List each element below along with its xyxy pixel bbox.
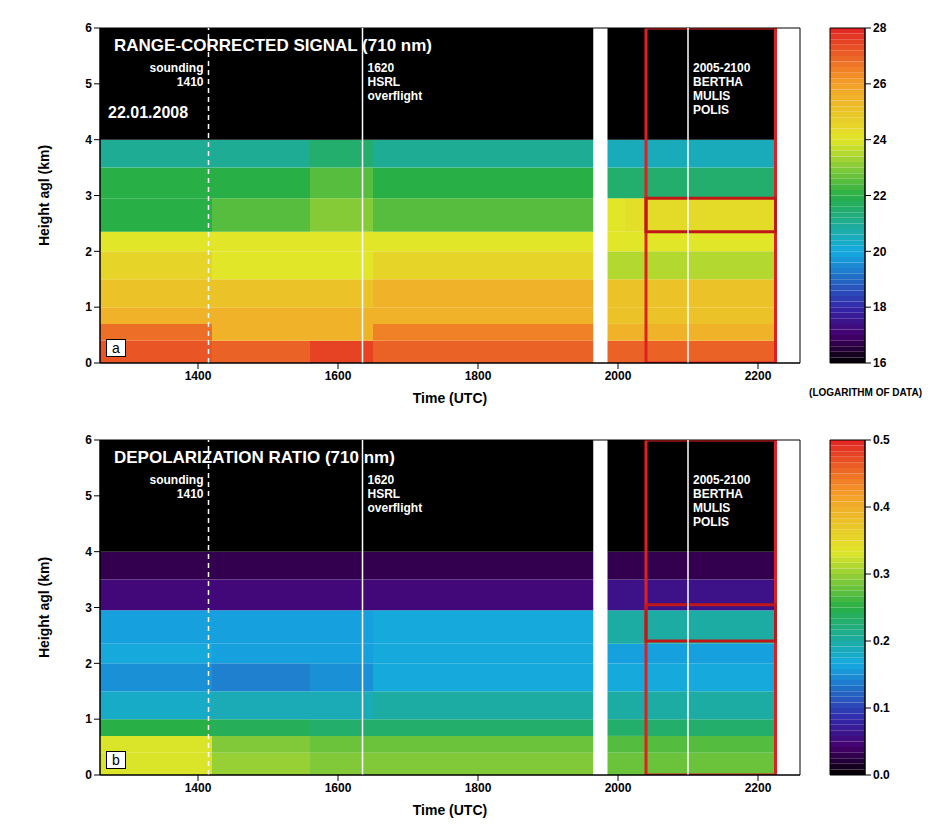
svg-text:sounding1410: sounding1410 (150, 473, 204, 501)
html-text:(LOGARITHM OF DATA): (LOGARITHM OF DATA) (809, 387, 922, 398)
html-text:RANGE-CORRECTED SIGNAL (710 nm: RANGE-CORRECTED SIGNAL (710 nm) (114, 36, 432, 55)
svg-text:2005-2100BERTHAMULISPOLIS: 2005-2100BERTHAMULISPOLIS (693, 61, 751, 117)
svg-text:3: 3 (85, 601, 92, 615)
svg-text:0.0: 0.0 (873, 768, 890, 782)
svg-text:1800: 1800 (465, 369, 492, 383)
svg-text:sounding1410: sounding1410 (150, 61, 204, 89)
svg-text:Time (UTC): Time (UTC) (413, 390, 487, 406)
html-text:DEPOLARIZATION RATIO (710 nm): DEPOLARIZATION RATIO (710 nm) (114, 448, 395, 467)
svg-text:1: 1 (85, 712, 92, 726)
svg-text:28: 28 (873, 21, 887, 35)
svg-text:0.5: 0.5 (873, 433, 890, 447)
svg-text:16: 16 (873, 356, 887, 370)
svg-text:2005-2100BERTHAMULISPOLIS: 2005-2100BERTHAMULISPOLIS (693, 473, 751, 529)
svg-text:18: 18 (873, 300, 887, 314)
svg-text:0.1: 0.1 (873, 701, 890, 715)
svg-text:2: 2 (85, 245, 92, 259)
svg-text:1600: 1600 (325, 781, 352, 795)
svg-text:Height agl (km): Height agl (km) (36, 145, 52, 246)
html-text:22.01.2008: 22.01.2008 (108, 104, 189, 121)
svg-text:26: 26 (873, 77, 887, 91)
svg-text:4: 4 (85, 133, 92, 147)
svg-text:2200: 2200 (745, 369, 772, 383)
svg-text:2: 2 (85, 657, 92, 671)
svg-text:1400: 1400 (185, 781, 212, 795)
svg-text:6: 6 (85, 21, 92, 35)
svg-text:3: 3 (85, 189, 92, 203)
svg-text:0.3: 0.3 (873, 567, 890, 581)
svg-text:22: 22 (873, 189, 887, 203)
svg-text:2200: 2200 (745, 781, 772, 795)
svg-text:2000: 2000 (605, 369, 632, 383)
svg-text:1620HSRLoverflight: 1620HSRLoverflight (368, 473, 423, 515)
html-text:b: b (112, 752, 120, 768)
svg-text:5: 5 (85, 77, 92, 91)
svg-text:Time (UTC): Time (UTC) (413, 802, 487, 818)
svg-text:6: 6 (85, 433, 92, 447)
svg-text:0.2: 0.2 (873, 634, 890, 648)
svg-text:5: 5 (85, 489, 92, 503)
svg-text:Height agl (km): Height agl (km) (36, 557, 52, 658)
svg-text:1800: 1800 (465, 781, 492, 795)
svg-text:1620HSRLoverflight: 1620HSRLoverflight (368, 61, 423, 103)
html-text:a: a (112, 340, 120, 356)
svg-text:4: 4 (85, 545, 92, 559)
svg-text:2000: 2000 (605, 781, 632, 795)
svg-text:0: 0 (85, 356, 92, 370)
svg-text:1400: 1400 (185, 369, 212, 383)
svg-text:0: 0 (85, 768, 92, 782)
svg-text:1600: 1600 (325, 369, 352, 383)
svg-text:0.4: 0.4 (873, 500, 890, 514)
svg-text:1: 1 (85, 300, 92, 314)
svg-text:20: 20 (873, 245, 887, 259)
svg-text:24: 24 (873, 133, 887, 147)
